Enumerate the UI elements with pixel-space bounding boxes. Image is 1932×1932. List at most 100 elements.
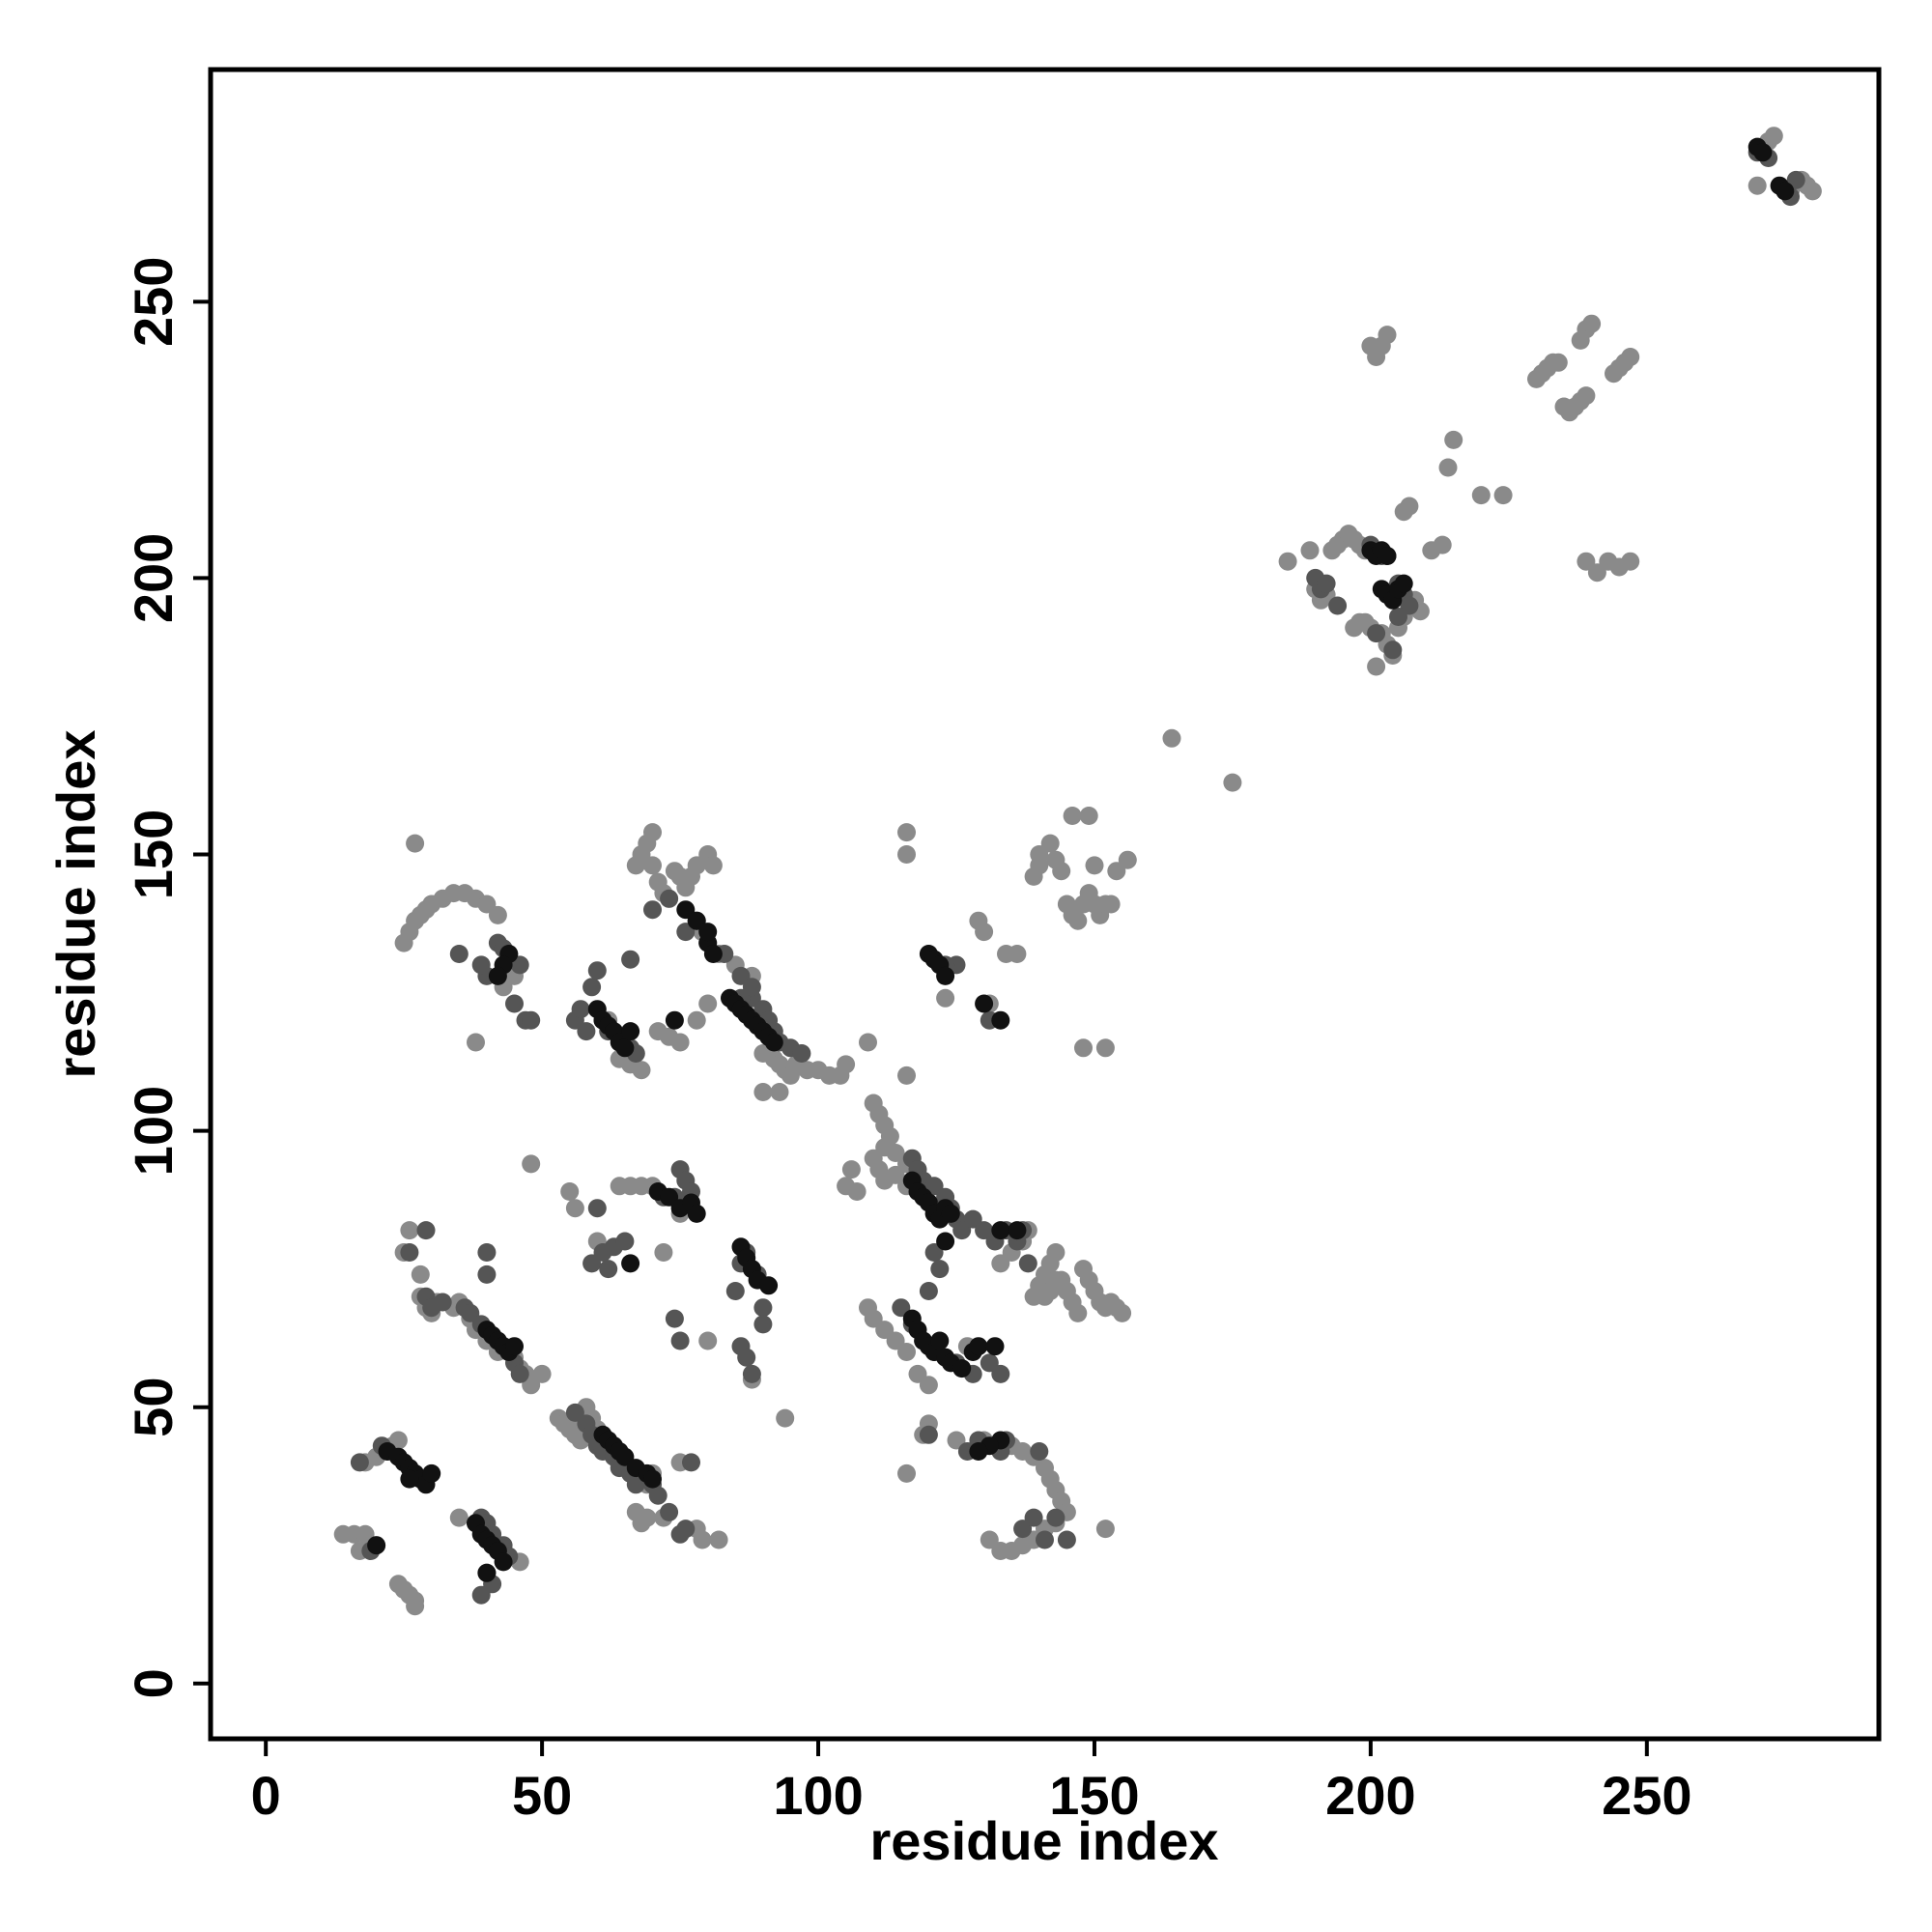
data-point (991, 1010, 1010, 1030)
data-point (422, 1463, 441, 1483)
data-point (776, 1408, 795, 1428)
data-point (1018, 1254, 1037, 1273)
data-point (1036, 1530, 1054, 1549)
y-tick-label: 50 (123, 1378, 184, 1437)
data-point (522, 1154, 541, 1174)
data-point (753, 1083, 773, 1101)
x-axis-ticks: 0 50 100 150 200 250 (251, 1739, 1692, 1826)
data-point (571, 1000, 590, 1019)
data-point (980, 1530, 999, 1549)
data-point (792, 1044, 811, 1063)
data-point (388, 1575, 408, 1594)
data-point (919, 1376, 938, 1395)
data-point (522, 1010, 541, 1030)
data-point (660, 889, 679, 908)
data-point (897, 1343, 916, 1361)
data-point (1582, 314, 1602, 333)
data-point (621, 1022, 640, 1041)
data-point (1278, 552, 1297, 571)
data-point (488, 966, 507, 985)
data-point (1085, 856, 1104, 875)
data-point (1367, 657, 1386, 676)
data-point (930, 1260, 950, 1279)
data-point (676, 1520, 696, 1539)
data-point (1063, 807, 1082, 825)
data-point (654, 1243, 673, 1262)
data-point (985, 1337, 1005, 1356)
y-tick-label: 0 (123, 1668, 184, 1698)
data-point (698, 994, 718, 1013)
data-point (1118, 850, 1137, 869)
y-axis-title: residue index (45, 729, 106, 1078)
points-layer (333, 127, 1822, 1616)
data-point (975, 923, 994, 942)
data-point (565, 1403, 584, 1422)
data-point (400, 1243, 419, 1262)
data-point (593, 1243, 612, 1262)
data-point (350, 1453, 369, 1472)
data-point (665, 1309, 684, 1328)
data-point (687, 1204, 706, 1223)
data-point (1008, 1221, 1027, 1240)
data-point (897, 823, 916, 842)
data-point (1776, 182, 1795, 201)
data-point (648, 1486, 668, 1505)
y-tick-label: 250 (123, 257, 184, 347)
data-point (411, 1264, 430, 1284)
x-axis-title: residue index (869, 1810, 1218, 1871)
data-point (670, 1033, 690, 1052)
data-point (510, 1364, 529, 1383)
data-point (759, 1276, 779, 1295)
data-point (975, 994, 994, 1013)
data-point (471, 955, 491, 975)
data-point (587, 1199, 607, 1218)
data-point (1052, 862, 1071, 881)
data-point (764, 1033, 783, 1052)
data-point (1753, 143, 1773, 162)
data-point (477, 1563, 497, 1582)
data-point (367, 1536, 386, 1555)
data-point (449, 945, 469, 963)
data-point (936, 988, 955, 1008)
data-point (599, 1260, 618, 1279)
data-point (693, 1530, 712, 1549)
data-point (698, 1331, 718, 1350)
data-point (1079, 807, 1098, 825)
data-point (1747, 176, 1767, 195)
data-point (991, 1221, 1010, 1240)
data-point (1013, 1520, 1033, 1539)
data-point (919, 1282, 938, 1300)
data-point (1383, 640, 1403, 660)
data-point (638, 1508, 657, 1527)
data-point (1223, 773, 1242, 792)
data-point (737, 1348, 756, 1367)
data-point (859, 1033, 877, 1052)
data-point (406, 834, 425, 853)
data-point (687, 1010, 706, 1030)
data-point (1040, 834, 1060, 853)
y-tick-label: 150 (123, 810, 184, 899)
data-point (406, 1597, 425, 1616)
data-point (449, 1508, 469, 1527)
data-point (1378, 326, 1397, 345)
data-point (980, 1353, 999, 1373)
data-point (1095, 1038, 1115, 1058)
x-tick-label: 200 (1325, 1765, 1415, 1826)
data-point (587, 961, 607, 980)
data-point (770, 1083, 789, 1101)
data-point (897, 1065, 916, 1085)
data-point (1389, 608, 1407, 626)
data-point (632, 1061, 651, 1080)
data-point (864, 1309, 883, 1328)
data-point (471, 1585, 491, 1605)
data-point (930, 1331, 950, 1350)
data-point (1378, 547, 1397, 565)
data-point (477, 1243, 497, 1262)
data-point (1394, 574, 1413, 593)
data-point (897, 1463, 916, 1483)
data-point (1577, 386, 1596, 406)
data-point (941, 1204, 960, 1223)
data-point (1024, 1508, 1043, 1527)
data-point (1107, 862, 1126, 881)
